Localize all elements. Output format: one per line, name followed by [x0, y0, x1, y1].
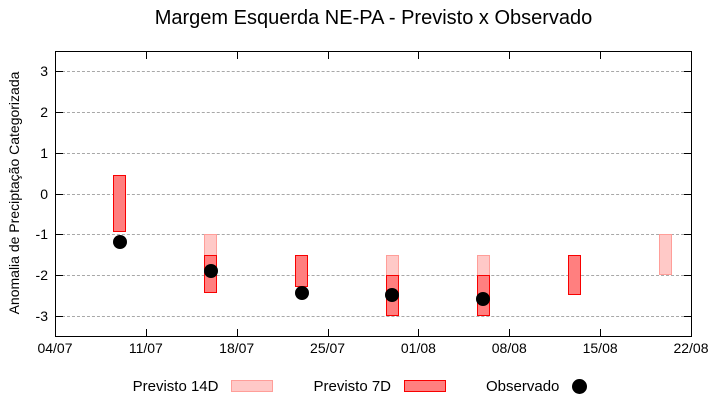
- y-tick-left: [56, 193, 63, 195]
- bar-previsto-14d: [658, 234, 672, 275]
- x-tick-bottom: [418, 329, 420, 336]
- legend-item-previsto-7d: Previsto 7D: [313, 377, 447, 395]
- x-tick-bottom: [509, 329, 511, 336]
- x-tick-top: [600, 52, 602, 59]
- x-tick-bottom: [691, 329, 692, 336]
- y-tick-left: [56, 315, 63, 317]
- y-tick-label: 2: [40, 104, 48, 121]
- x-tick-label: 18/07: [219, 340, 255, 356]
- y-tick-left: [56, 152, 63, 154]
- legend-swatch-7d-icon: [404, 380, 447, 392]
- y-tick-left: [56, 112, 63, 114]
- observed-dot: [385, 288, 400, 303]
- bar-previsto-7d: [113, 175, 127, 233]
- y-tick-left: [56, 234, 63, 236]
- y-tick-right: [684, 234, 691, 236]
- y-tick-label: -3: [35, 307, 48, 324]
- x-tick-top: [691, 52, 692, 59]
- y-tick-right: [684, 315, 691, 317]
- x-tick-top: [236, 52, 238, 59]
- legend-swatch-observed-dot-icon: [572, 378, 588, 394]
- legend: Previsto 14D Previsto 7D Observado: [0, 374, 720, 398]
- legend-label-previsto-14d: Previsto 14D: [132, 377, 219, 395]
- y-tick-right: [684, 71, 691, 73]
- legend-item-previsto-14d: Previsto 14D: [133, 378, 274, 395]
- observed-dot: [112, 235, 127, 250]
- y-gridline: [57, 71, 689, 73]
- x-tick-top: [509, 52, 511, 59]
- y-tick-label: 0: [40, 185, 48, 202]
- legend-item-observado: Observado: [486, 377, 588, 395]
- x-tick-label: 08/08: [491, 340, 527, 356]
- y-gridline: [57, 193, 689, 195]
- x-tick-label: 15/08: [582, 340, 618, 356]
- y-tick-right: [684, 112, 691, 114]
- legend-label-observado: Observado: [486, 377, 560, 395]
- x-tick-label: 04/07: [37, 340, 73, 356]
- y-tick-right: [684, 152, 691, 154]
- bar-previsto-7d: [295, 254, 309, 288]
- y-gridline: [57, 112, 689, 114]
- y-gridline: [57, 315, 689, 317]
- bar-previsto-7d: [567, 254, 581, 296]
- y-gridline: [57, 152, 689, 154]
- x-tick-bottom: [145, 329, 147, 336]
- x-tick-label: 11/07: [128, 340, 163, 356]
- x-tick-top: [55, 52, 56, 59]
- observed-dot: [203, 263, 218, 278]
- y-tick-label: -1: [35, 226, 48, 243]
- legend-label-previsto-7d: Previsto 7D: [313, 377, 392, 395]
- y-tick-label: 1: [40, 144, 48, 161]
- y-tick-right: [684, 193, 691, 195]
- x-tick-label: 01/08: [400, 340, 436, 356]
- x-tick-bottom: [236, 329, 238, 336]
- x-tick-label: 25/07: [310, 340, 346, 356]
- observed-dot: [294, 286, 309, 301]
- x-tick-bottom: [327, 329, 329, 336]
- x-tick-top: [327, 52, 329, 59]
- x-tick-top: [418, 52, 420, 59]
- y-tick-left: [56, 274, 63, 276]
- y-tick-label: -2: [35, 266, 48, 283]
- legend-swatch-14d-icon: [231, 380, 274, 392]
- y-tick-right: [684, 274, 691, 276]
- x-tick-bottom: [55, 329, 56, 336]
- x-tick-top: [145, 52, 147, 59]
- y-gridline: [57, 274, 689, 276]
- y-tick-label: 3: [40, 63, 48, 80]
- y-tick-left: [56, 71, 63, 73]
- chart-title: Margem Esquerda NE-PA - Previsto x Obser…: [154, 7, 593, 29]
- observed-dot: [476, 292, 491, 307]
- x-tick-label: 22/08: [673, 340, 709, 356]
- x-tick-bottom: [600, 329, 602, 336]
- y-gridline: [57, 234, 689, 236]
